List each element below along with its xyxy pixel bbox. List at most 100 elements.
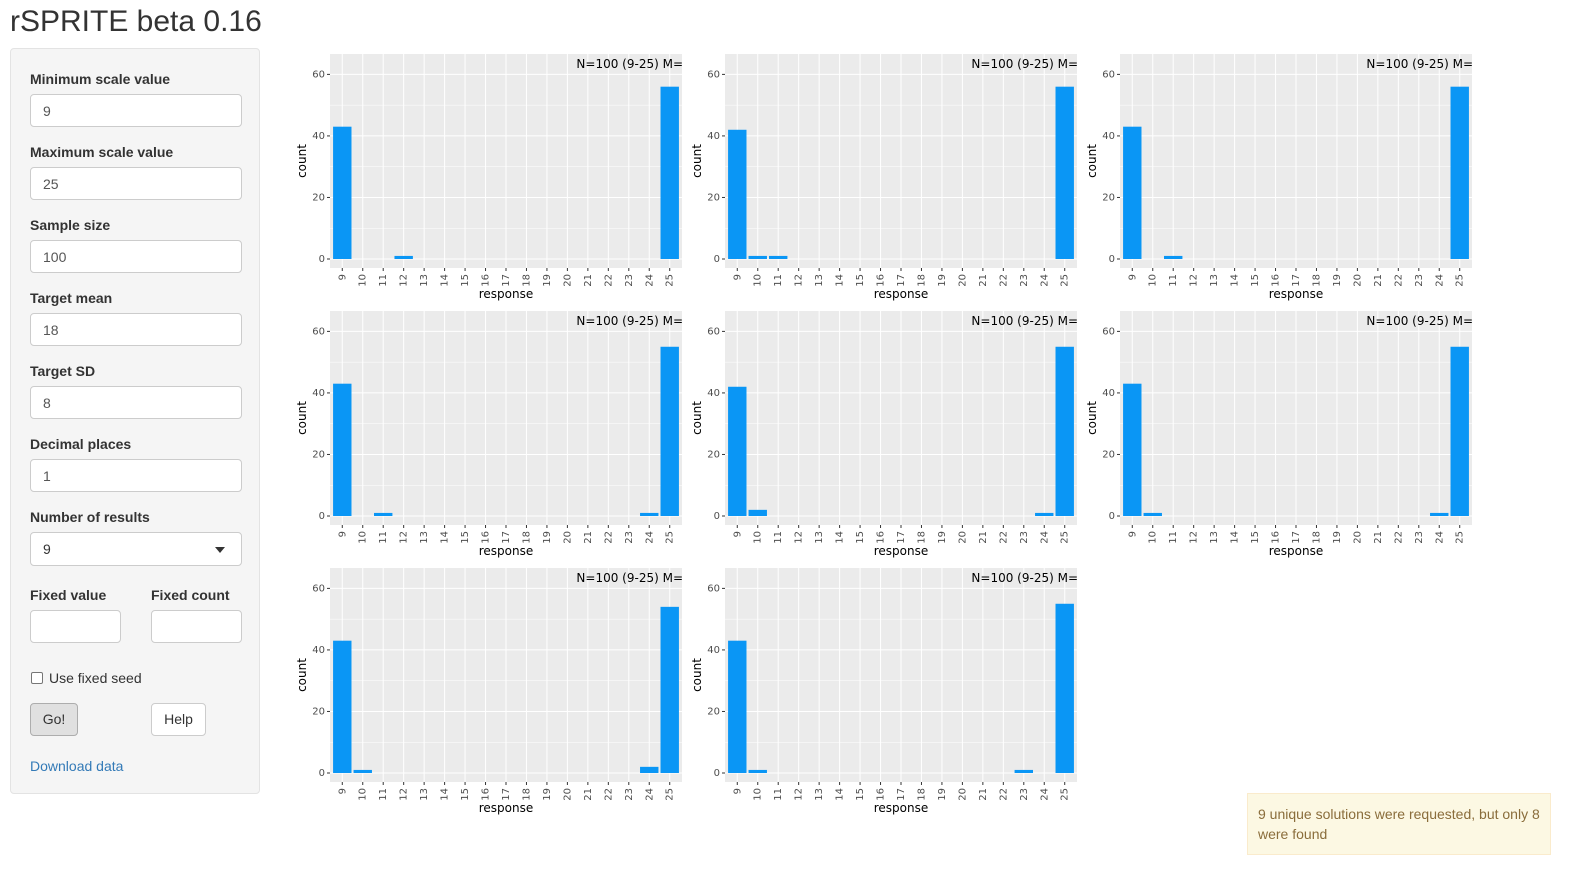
plot-title: N=100 (9-25) M= xyxy=(1366,314,1473,328)
x-tick-label: 12 xyxy=(399,531,410,544)
decimal-places-input[interactable] xyxy=(30,459,242,492)
x-axis-title: response xyxy=(874,801,929,815)
y-axis-title: count xyxy=(295,658,309,692)
sample-size-input[interactable] xyxy=(30,240,242,273)
y-tick-label: 20 xyxy=(312,706,325,717)
x-tick-label: 10 xyxy=(753,531,764,544)
y-tick-label: 20 xyxy=(312,192,325,203)
fixed-count-input[interactable] xyxy=(151,610,242,643)
bar-9 xyxy=(333,126,352,259)
x-tick-label: 9 xyxy=(1127,274,1138,280)
x-tick-label: 17 xyxy=(1291,531,1302,544)
decimal-places-label: Decimal places xyxy=(30,436,132,452)
x-tick-label: 25 xyxy=(1455,274,1466,287)
x-tick-label: 20 xyxy=(562,788,573,801)
x-tick-label: 14 xyxy=(440,274,451,287)
bar-9 xyxy=(728,386,747,516)
x-tick-label: 24 xyxy=(644,531,655,544)
num-results-select[interactable]: 9 xyxy=(30,532,242,566)
plot-title: N=100 (9-25) M= xyxy=(576,571,683,585)
x-tick-label: 11 xyxy=(773,788,784,801)
x-tick-label: 19 xyxy=(937,274,948,287)
plot-area: 0 20 40 60 9 10 11 12 13 14 15 16 17 18 19 20 21 22 23 24 25… xyxy=(295,568,683,815)
x-tick-label: 13 xyxy=(419,531,430,544)
y-tick-label: 60 xyxy=(312,326,325,337)
x-tick-label: 17 xyxy=(896,531,907,544)
y-tick-label: 60 xyxy=(1102,326,1115,337)
bar-9 xyxy=(333,640,352,773)
x-tick-label: 14 xyxy=(1230,531,1241,544)
y-tick-label: 0 xyxy=(714,511,720,522)
max-scale-input[interactable] xyxy=(30,167,242,200)
max-scale-label: Maximum scale value xyxy=(30,144,174,160)
histogram-chart: 0 20 40 60 9 10 11 12 13 14 15 16 17 18 19 20 21 22 23 24 25… xyxy=(690,311,1078,558)
x-axis-title: response xyxy=(479,801,534,815)
bar-9 xyxy=(728,640,747,773)
x-tick-label: 12 xyxy=(794,788,805,801)
x-tick-label: 23 xyxy=(624,788,635,801)
y-tick-label: 0 xyxy=(1109,511,1115,522)
bar-10 xyxy=(748,769,767,773)
x-tick-label: 21 xyxy=(978,274,989,287)
plot-area: 0 20 40 60 9 10 11 12 13 14 15 16 17 18 19 20 21 22 23 24 25… xyxy=(690,568,1078,815)
fixed-value-input[interactable] xyxy=(30,610,121,643)
target-sd-input[interactable] xyxy=(30,386,242,419)
bar-25 xyxy=(1055,603,1074,773)
min-scale-input[interactable] xyxy=(30,94,242,127)
x-tick-label: 9 xyxy=(732,788,743,794)
x-tick-label: 20 xyxy=(562,274,573,287)
x-tick-label: 24 xyxy=(644,274,655,287)
x-tick-label: 12 xyxy=(1189,531,1200,544)
x-tick-label: 15 xyxy=(855,274,866,287)
bar-25 xyxy=(1450,346,1469,516)
y-tick-label: 40 xyxy=(1102,131,1115,142)
bar-10 xyxy=(353,769,372,773)
download-data-link[interactable]: Download data xyxy=(30,758,124,774)
x-tick-label: 19 xyxy=(937,531,948,544)
y-tick-label: 60 xyxy=(707,583,720,594)
x-tick-label: 11 xyxy=(773,531,784,544)
go-button[interactable]: Go! xyxy=(30,703,78,736)
x-tick-label: 14 xyxy=(440,531,451,544)
x-tick-label: 14 xyxy=(1230,274,1241,287)
fixed-seed-checkbox[interactable] xyxy=(31,672,43,684)
x-tick-label: 18 xyxy=(916,531,927,544)
x-tick-label: 14 xyxy=(440,788,451,801)
histogram-chart: 0 20 40 60 9 10 11 12 13 14 15 16 17 18 19 20 21 22 23 24 25… xyxy=(295,311,683,558)
target-mean-input[interactable] xyxy=(30,313,242,346)
bar-10 xyxy=(1143,512,1162,516)
plot-title: N=100 (9-25) M= xyxy=(576,57,683,71)
y-axis-title: count xyxy=(690,144,704,178)
x-tick-label: 18 xyxy=(916,274,927,287)
x-tick-label: 20 xyxy=(1352,531,1363,544)
x-tick-label: 15 xyxy=(460,788,471,801)
y-axis-title: count xyxy=(295,144,309,178)
bar-24 xyxy=(640,766,659,773)
x-tick-label: 24 xyxy=(644,788,655,801)
x-tick-label: 10 xyxy=(1148,531,1159,544)
x-axis-title: response xyxy=(874,544,929,558)
x-tick-label: 20 xyxy=(957,788,968,801)
x-tick-label: 21 xyxy=(583,788,594,801)
histogram-chart: 0 20 40 60 9 10 11 12 13 14 15 16 17 18 19 20 21 22 23 24 25… xyxy=(690,54,1078,301)
plot-area: 0 20 40 60 9 10 11 12 13 14 15 16 17 18 19 20 21 22 23 24 25… xyxy=(690,311,1078,558)
x-axis-title: response xyxy=(1269,287,1324,301)
x-tick-label: 17 xyxy=(501,788,512,801)
x-tick-label: 19 xyxy=(1332,531,1343,544)
bar-9 xyxy=(333,383,352,516)
x-tick-label: 24 xyxy=(1039,274,1050,287)
x-tick-label: 25 xyxy=(1455,531,1466,544)
x-tick-label: 22 xyxy=(1393,531,1404,544)
x-tick-label: 16 xyxy=(481,788,492,801)
x-axis-title: response xyxy=(874,287,929,301)
bar-9 xyxy=(728,129,747,259)
help-button[interactable]: Help xyxy=(151,703,206,736)
bar-10 xyxy=(748,509,767,516)
y-axis-title: count xyxy=(1085,401,1099,435)
x-tick-label: 16 xyxy=(1271,531,1282,544)
x-tick-label: 12 xyxy=(794,274,805,287)
x-tick-label: 14 xyxy=(835,274,846,287)
x-tick-label: 9 xyxy=(1127,531,1138,537)
x-tick-label: 22 xyxy=(603,531,614,544)
y-tick-label: 60 xyxy=(707,326,720,337)
